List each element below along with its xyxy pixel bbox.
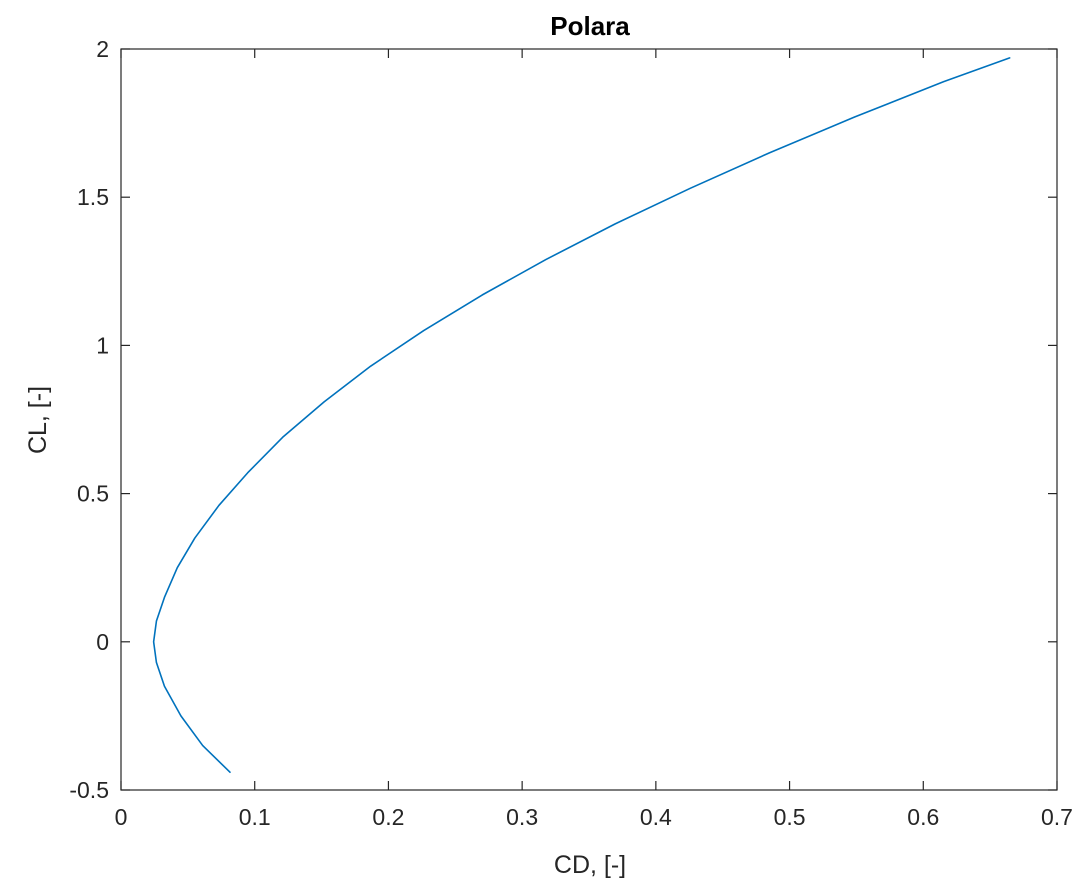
- series-line: [152, 57, 1011, 774]
- x-axis-label: CD, [-]: [554, 851, 626, 879]
- x-tick-label: 0.3: [506, 804, 538, 830]
- y-axis-label: CL, [-]: [24, 386, 52, 454]
- x-tick-label: 0.7: [1041, 804, 1073, 830]
- y-tick-label: 1: [96, 332, 109, 358]
- chart-title: Polara: [550, 11, 630, 41]
- axes-box: [120, 48, 1058, 791]
- y-tick-label: 1.5: [77, 184, 109, 210]
- x-tick-label: 0: [115, 804, 128, 830]
- x-tick-label: 0.4: [640, 804, 672, 830]
- y-tick-label: -0.5: [69, 777, 109, 803]
- x-tick-label: 0.1: [239, 804, 271, 830]
- x-tick-label: 0.2: [372, 804, 404, 830]
- x-tick-label: 0.6: [907, 804, 939, 830]
- y-tick-label: 2: [96, 36, 109, 62]
- plot-area: 0 0.1 0.2 0.3 0.4 0.5 0.6 0.7-0.500.511.52: [69, 36, 1073, 830]
- x-tick-label: 0.5: [774, 804, 806, 830]
- y-tick-label: 0.5: [77, 481, 109, 507]
- y-tick-label: 0: [96, 629, 109, 655]
